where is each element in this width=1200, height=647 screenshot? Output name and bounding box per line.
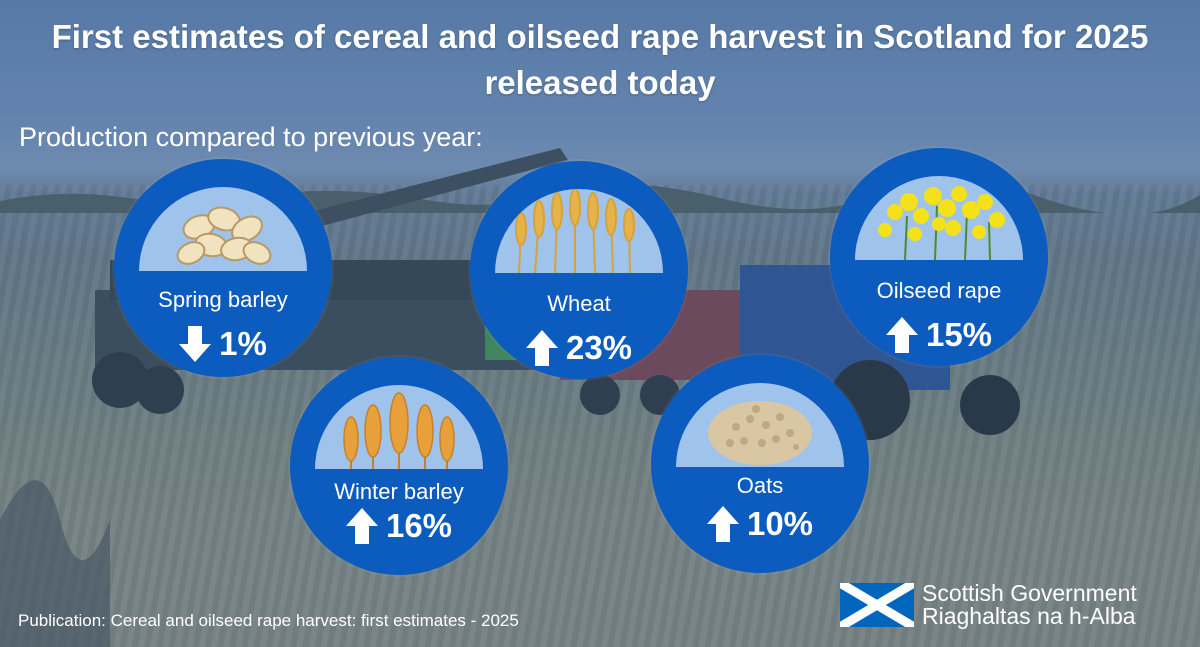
scottish-government-logo: Scottish Government Riaghaltas na h-Alba: [840, 582, 1137, 628]
crop-name: Winter barley: [334, 479, 464, 504]
change-value: 10%: [746, 505, 814, 542]
crop-name: Oilseed rape: [876, 278, 1002, 303]
logo-line-gaelic: Riaghaltas na h-Alba: [922, 603, 1136, 629]
badge-spring-barley: Spring barley 1%: [114, 159, 332, 377]
crop-name: Oats: [736, 473, 784, 498]
crop-change: 16%: [290, 507, 508, 545]
oat-pile-icon: [676, 383, 844, 467]
publication-year: 2025: [481, 611, 519, 630]
arrow-up-icon: [525, 330, 558, 366]
change-value: 15%: [925, 316, 993, 353]
barley-grains-icon: [139, 187, 307, 271]
crop-name: Spring barley: [158, 287, 288, 312]
publication-footer: Publication: Cereal and oilseed rape har…: [18, 611, 519, 631]
arrow-up-icon: [885, 317, 918, 353]
page-title: First estimates of cereal and oilseed ra…: [51, 18, 1149, 101]
wheat-stalks-icon: [495, 189, 663, 273]
badge-oilseed-rape: Oilseed rape 15%: [830, 148, 1048, 366]
arrow-down-icon: [179, 326, 212, 362]
saltire-flag-icon: [840, 583, 914, 627]
subtitle: Production compared to previous year:: [19, 122, 483, 152]
arrow-up-icon: [706, 506, 739, 542]
barley-ears-icon: [315, 385, 483, 469]
logo-text: Scottish Government Riaghaltas na h-Alba: [922, 582, 1137, 628]
badge-wheat: Wheat 23%: [470, 161, 688, 379]
crop-change: 23%: [470, 329, 688, 367]
change-value: 23%: [565, 329, 633, 366]
change-value: 1%: [219, 325, 267, 362]
badge-oats: Oats 10%: [651, 355, 869, 573]
crop-change: 15%: [830, 316, 1048, 354]
change-value: 16%: [385, 507, 453, 544]
rapeseed-flowers-icon: [855, 176, 1023, 260]
publication-label: Publication: Cereal and oilseed rape har…: [18, 611, 477, 630]
logo-line-english: Scottish Government: [922, 580, 1137, 606]
badge-winter-barley: Winter barley 16%: [290, 357, 508, 575]
crop-change: 10%: [651, 505, 869, 543]
crop-change: 1%: [114, 325, 332, 363]
arrow-up-icon: [345, 508, 378, 544]
crop-name: Wheat: [547, 291, 611, 316]
